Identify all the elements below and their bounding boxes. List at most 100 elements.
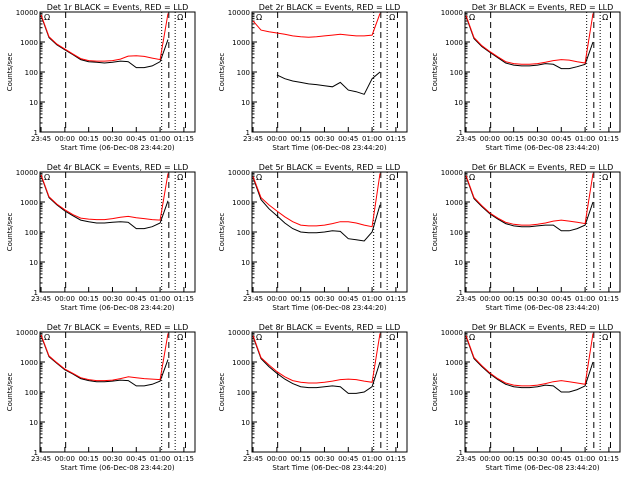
x-tick-label: 01:00 bbox=[150, 135, 170, 143]
x-axis-label: Start Time (06-Dec-08 23:44:20) bbox=[60, 304, 174, 312]
y-tick-label: 10 bbox=[454, 419, 463, 427]
y-tick-label: 10000 bbox=[16, 9, 38, 17]
y-tick-label: 100 bbox=[450, 389, 463, 397]
x-tick-label: 23:45 bbox=[31, 135, 51, 143]
x-tick-label: 01:15 bbox=[386, 455, 406, 463]
series-line-lld bbox=[465, 13, 594, 65]
x-tick-label: 00:00 bbox=[480, 135, 500, 143]
y-tick-label: 100 bbox=[237, 69, 250, 77]
x-tick-label: 00:30 bbox=[314, 455, 334, 463]
y-axis-label: Counts/sec bbox=[6, 213, 14, 252]
series-line-events bbox=[465, 176, 594, 232]
omega-marker: Ω bbox=[469, 173, 475, 182]
x-tick-label: 00:15 bbox=[79, 455, 99, 463]
x-tick-label: 00:45 bbox=[338, 135, 358, 143]
x-tick-label: 23:45 bbox=[456, 455, 476, 463]
series-line-lld bbox=[465, 173, 594, 226]
x-tick-label: 01:15 bbox=[599, 135, 619, 143]
x-tick-label: 00:15 bbox=[504, 455, 524, 463]
plot-frame bbox=[251, 171, 408, 293]
omega-marker: Ω bbox=[256, 13, 262, 22]
omega-marker: Ω bbox=[469, 333, 475, 342]
y-tick-label: 1000 bbox=[232, 199, 250, 207]
series-line-events bbox=[276, 71, 381, 95]
y-tick-label: 10000 bbox=[228, 9, 250, 17]
y-tick-label: 10000 bbox=[441, 329, 463, 337]
x-tick-label: 00:15 bbox=[291, 455, 311, 463]
x-tick-label: 23:45 bbox=[456, 295, 476, 303]
x-tick-label: 23:45 bbox=[243, 135, 263, 143]
x-tick-label: 00:30 bbox=[102, 455, 122, 463]
y-tick-label: 1 bbox=[246, 449, 250, 457]
series-line-lld bbox=[40, 333, 169, 382]
y-tick-label: 10000 bbox=[441, 169, 463, 177]
x-tick-label: 00:15 bbox=[79, 295, 99, 303]
chart-panel-4: Det 4r BLACK = Events, RED = LLD 1 10 100 10… bbox=[6, 163, 196, 312]
x-tick-label: 00:30 bbox=[314, 295, 334, 303]
series-line-lld bbox=[252, 173, 381, 228]
plot-frame bbox=[464, 171, 621, 293]
y-axis-label: Counts/sec bbox=[431, 213, 439, 252]
y-tick-label: 1000 bbox=[445, 199, 463, 207]
x-tick-label: 00:00 bbox=[55, 135, 75, 143]
omega-marker: Ω bbox=[469, 13, 475, 22]
y-tick-label: 1 bbox=[459, 129, 463, 137]
x-tick-label: 00:45 bbox=[126, 135, 146, 143]
x-tick-label: 00:45 bbox=[126, 455, 146, 463]
y-tick-label: 100 bbox=[25, 229, 38, 237]
y-tick-label: 1 bbox=[246, 129, 250, 137]
x-tick-label: 23:45 bbox=[31, 455, 51, 463]
y-tick-label: 10000 bbox=[16, 169, 38, 177]
x-tick-label: 01:15 bbox=[174, 455, 194, 463]
omega-marker: Ω bbox=[44, 13, 50, 22]
chart-title: Det 1r BLACK = Events, RED = LLD bbox=[47, 3, 189, 12]
y-tick-label: 10000 bbox=[441, 9, 463, 17]
x-tick-label: 00:45 bbox=[338, 295, 358, 303]
x-tick-label: 00:45 bbox=[338, 455, 358, 463]
x-tick-label: 23:45 bbox=[456, 135, 476, 143]
y-tick-label: 1000 bbox=[232, 359, 250, 367]
series-line-events bbox=[465, 16, 594, 70]
x-tick-label: 01:15 bbox=[174, 135, 194, 143]
x-tick-label: 00:00 bbox=[55, 455, 75, 463]
x-tick-label: 00:15 bbox=[504, 135, 524, 143]
series-line-events bbox=[465, 336, 594, 393]
x-tick-label: 00:00 bbox=[267, 455, 287, 463]
series-line-events bbox=[252, 336, 381, 394]
x-tick-label: 00:00 bbox=[267, 295, 287, 303]
y-tick-label: 100 bbox=[25, 389, 38, 397]
y-tick-label: 1 bbox=[34, 129, 38, 137]
series-line-lld bbox=[252, 13, 381, 38]
y-tick-label: 10000 bbox=[16, 329, 38, 337]
series-line-events bbox=[40, 175, 169, 230]
x-tick-label: 00:30 bbox=[314, 135, 334, 143]
plot-frame bbox=[251, 11, 408, 133]
y-tick-label: 1000 bbox=[20, 39, 38, 47]
chart-title: Det 6r BLACK = Events, RED = LLD bbox=[472, 163, 614, 172]
omega-marker: Ω bbox=[177, 173, 183, 182]
omega-marker: Ω bbox=[256, 333, 262, 342]
y-tick-label: 10 bbox=[29, 419, 38, 427]
plot-frame bbox=[39, 11, 196, 133]
series-line-lld bbox=[40, 13, 169, 62]
omega-marker: Ω bbox=[177, 13, 183, 22]
x-tick-label: 00:00 bbox=[480, 455, 500, 463]
y-tick-label: 100 bbox=[237, 229, 250, 237]
y-tick-label: 1 bbox=[34, 289, 38, 297]
x-tick-label: 01:00 bbox=[150, 295, 170, 303]
y-tick-label: 10 bbox=[454, 259, 463, 267]
chart-title: Det 5r BLACK = Events, RED = LLD bbox=[259, 163, 401, 172]
chart-title: Det 7r BLACK = Events, RED = LLD bbox=[47, 323, 189, 332]
x-tick-label: 23:45 bbox=[31, 295, 51, 303]
y-axis-label: Counts/sec bbox=[431, 373, 439, 412]
omega-marker: Ω bbox=[44, 173, 50, 182]
chart-title: Det 9r BLACK = Events, RED = LLD bbox=[472, 323, 614, 332]
chart-panel-1: Det 1r BLACK = Events, RED = LLD 1 10 100 10… bbox=[6, 3, 196, 152]
x-tick-label: 23:45 bbox=[243, 455, 263, 463]
x-tick-label: 00:30 bbox=[527, 135, 547, 143]
y-tick-label: 1000 bbox=[232, 39, 250, 47]
y-axis-label: Counts/sec bbox=[218, 213, 226, 252]
x-tick-label: 01:00 bbox=[575, 135, 595, 143]
x-tick-label: 00:30 bbox=[527, 295, 547, 303]
